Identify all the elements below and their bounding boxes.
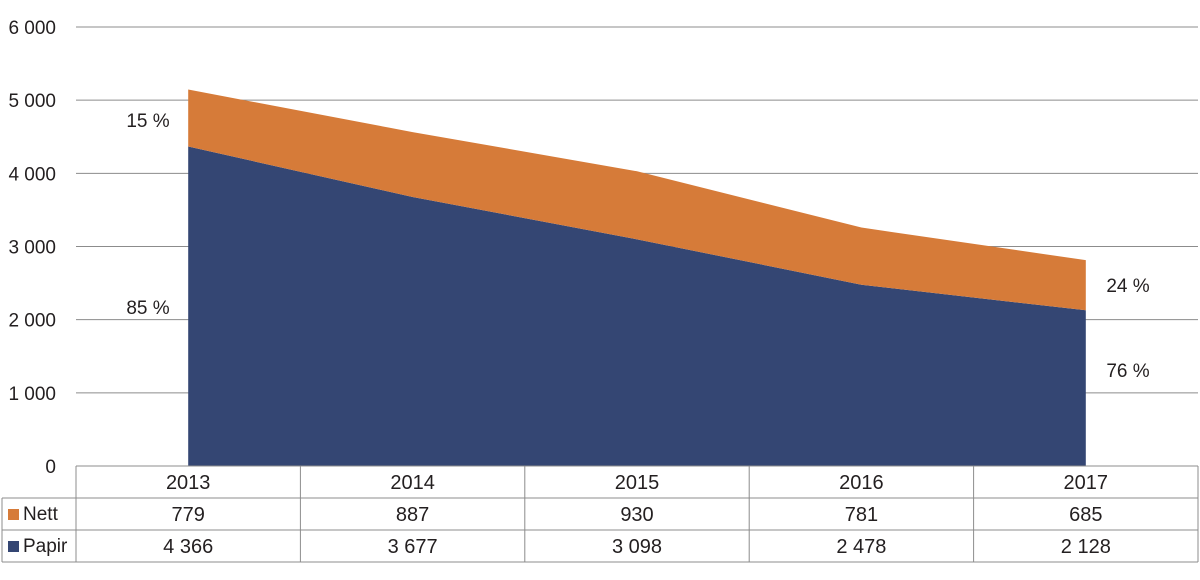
- annotation-nett-2017: 24 %: [1106, 276, 1149, 297]
- y-tick-label: 6 000: [8, 18, 56, 39]
- annotations: 15 % 85 % 24 % 76 %: [126, 111, 1149, 382]
- y-axis-ticks: 0 1 000 2 000 3 000 4 000 5 000 6 000: [8, 18, 56, 478]
- annotation-nett-2013: 15 %: [126, 111, 169, 132]
- y-tick-label: 5 000: [8, 91, 56, 112]
- legend-swatch-papir: [8, 541, 19, 552]
- x-category-label: 2017: [1064, 472, 1109, 494]
- x-category-label: 2015: [615, 472, 660, 494]
- area-nett: [188, 89, 1086, 311]
- x-category-label: 2014: [390, 472, 435, 494]
- area-papir: [188, 146, 1086, 467]
- table-cell-value: 4 366: [163, 536, 213, 558]
- y-tick-label: 3 000: [8, 238, 56, 259]
- table-cell-value: 2 478: [836, 536, 886, 558]
- x-category-label: 2013: [166, 472, 211, 494]
- table-cell-value: 781: [845, 504, 878, 526]
- y-tick-label: 2 000: [8, 311, 56, 332]
- data-table: 2013 2014 2015 2016 2017 Nett 779 887 930 781 685 P…: [1, 465, 1199, 563]
- table-cell-value: 930: [620, 504, 653, 526]
- table-cell-value: 2 128: [1061, 536, 1111, 558]
- table-cell-value: 887: [396, 504, 429, 526]
- table-cell-value: 3 098: [612, 536, 662, 558]
- annotation-papir-2017: 76 %: [1106, 361, 1149, 382]
- y-tick-label: 4 000: [8, 164, 56, 185]
- y-tick-label: 0: [45, 457, 56, 478]
- table-cell-value: 779: [172, 504, 205, 526]
- legend-label-papir: Papir: [23, 536, 68, 557]
- y-tick-label: 1 000: [8, 384, 56, 405]
- legend-swatch-nett: [8, 509, 19, 520]
- table-cell-value: 685: [1069, 504, 1102, 526]
- chart-areas: [188, 89, 1086, 467]
- x-category-label: 2016: [839, 472, 884, 494]
- legend-label-nett: Nett: [23, 504, 59, 525]
- table-cell-value: 3 677: [388, 536, 438, 558]
- annotation-papir-2013: 85 %: [126, 298, 169, 319]
